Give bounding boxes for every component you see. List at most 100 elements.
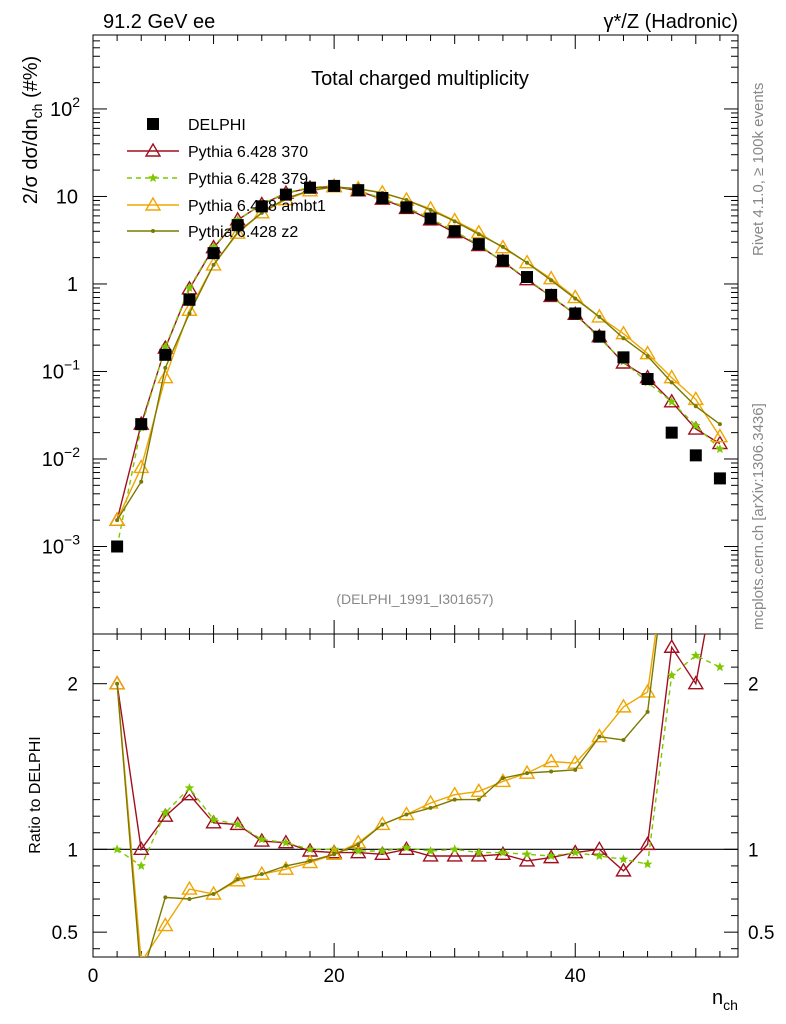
data-point — [569, 307, 582, 320]
ratio-point — [694, 516, 698, 520]
data-point — [521, 271, 534, 284]
ratio-point — [235, 877, 240, 882]
ratio-tick-label-right: 1 — [748, 840, 759, 861]
ratio-point — [377, 846, 388, 855]
ratio-line — [116, 654, 721, 867]
legend-label: Pythia 6.428 z2 — [188, 224, 298, 241]
legend-marker — [144, 142, 162, 157]
data-point — [255, 200, 268, 213]
ratio-series-layer — [108, 511, 727, 957]
ratio-point — [422, 847, 439, 862]
rivet-label: Rivet 4.1.0, ≥ 100k events — [750, 83, 767, 256]
y-tick-label: 10−2 — [42, 444, 80, 471]
ratio-point — [283, 863, 288, 868]
ratio-point — [157, 917, 174, 932]
data-point — [404, 198, 409, 203]
legend-label: Pythia 6.428 370 — [188, 144, 308, 161]
ratio-pythia-6-428-379 — [112, 650, 725, 870]
data-point — [666, 396, 677, 406]
mcplots-label: mcplots.cern.ch [arXiv:1306.3436] — [750, 403, 767, 630]
ratio-point — [670, 516, 674, 520]
ratio-point — [500, 776, 505, 781]
data-point — [593, 330, 606, 343]
ratio-pythia-6-428-z2 — [115, 516, 698, 957]
legend-label: Pythia 6.428 ambt1 — [188, 198, 326, 215]
ratio-point — [642, 859, 653, 869]
ratio-tick-label: 1 — [67, 840, 78, 861]
ratio-point — [257, 834, 267, 844]
ratio-point — [308, 858, 313, 863]
legend-item: Pythia 6.428 379 — [127, 171, 308, 188]
ratio-panel-frame — [92, 633, 739, 958]
data-point — [111, 540, 124, 553]
data-point — [549, 278, 554, 283]
ratio-point — [277, 860, 295, 875]
ratio-point — [476, 797, 481, 802]
data-point — [597, 314, 602, 319]
data-point — [711, 428, 729, 443]
ratio-point — [713, 511, 727, 523]
ratio-point — [621, 738, 626, 743]
ratio-point — [160, 807, 171, 817]
ratio-point — [542, 849, 560, 864]
ratio-point — [615, 862, 632, 877]
data-point — [163, 365, 168, 370]
ratio-point — [591, 728, 608, 743]
data-point — [448, 225, 461, 238]
ratio-tick-label-right: 0.5 — [748, 923, 774, 944]
ratio-point — [639, 683, 656, 698]
ratio-pythia-6-428-ambt1 — [108, 511, 727, 957]
ratio-point — [549, 769, 554, 774]
data-point — [139, 479, 144, 484]
legend-item: DELPHI — [147, 117, 246, 134]
ratio-point — [666, 670, 677, 680]
x-tick-label: 40 — [565, 966, 586, 987]
ratio-point — [281, 837, 291, 847]
ratio-point — [546, 851, 556, 860]
ratio-point — [305, 844, 315, 854]
series-layer — [108, 178, 729, 553]
legend-label: Pythia 6.428 379 — [188, 171, 308, 188]
ratio-point — [713, 544, 727, 556]
data-point — [352, 184, 365, 197]
ratio-point — [259, 872, 264, 877]
data-point — [231, 219, 244, 232]
ratio-point — [597, 734, 602, 739]
data-point — [452, 219, 457, 224]
y-tick-label: 102 — [50, 94, 80, 121]
ratio-point — [353, 846, 363, 855]
data-point — [187, 311, 192, 316]
data-point — [617, 351, 630, 364]
data-point — [715, 444, 725, 454]
ratio-point — [470, 847, 488, 862]
svg-text:nch: nch — [712, 987, 738, 1013]
ratio-line — [116, 634, 658, 957]
legend: DELPHI Pythia 6.428 370 Pythia 6.428 379 Py… — [127, 117, 326, 241]
ratio-point — [715, 662, 725, 672]
ratio-point — [542, 753, 560, 768]
data-point — [693, 404, 698, 409]
ratio-point — [645, 709, 650, 714]
y-tick-label: 10−3 — [42, 531, 80, 558]
ratio-point — [232, 819, 243, 829]
x-axis-label: nch — [712, 987, 738, 1013]
ratio-point — [518, 852, 536, 867]
ratio-point — [522, 849, 532, 859]
ratio-point — [498, 847, 508, 857]
ratio-point — [205, 814, 222, 829]
ratio-tick-label: 2 — [67, 675, 78, 696]
ratio-point — [474, 847, 484, 857]
data-point — [304, 181, 317, 194]
ratio-point — [325, 844, 343, 859]
data-point — [518, 254, 536, 269]
ratio-point — [518, 764, 536, 779]
y-tick-label: 10−1 — [42, 356, 80, 383]
ratio-point — [689, 511, 703, 523]
process-label: γ*/Z (Hadronic) — [604, 11, 738, 33]
data-point — [376, 192, 389, 205]
data-point — [641, 373, 654, 386]
data-point — [665, 426, 678, 439]
ratio-point — [229, 872, 246, 887]
ratio-point — [425, 846, 436, 855]
